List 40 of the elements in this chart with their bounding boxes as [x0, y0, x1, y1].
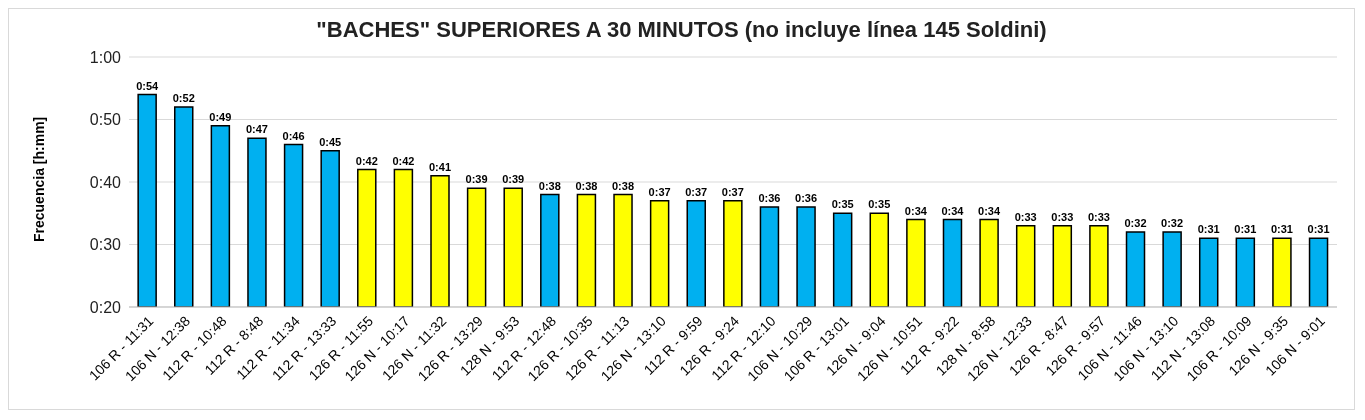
- y-tick-label: 0:30: [89, 236, 122, 254]
- data-label: 0:32: [1161, 217, 1184, 229]
- data-label: 0:49: [209, 110, 232, 123]
- data-label: 0:35: [868, 198, 891, 211]
- data-label: 0:37: [685, 185, 708, 198]
- data-label: 0:33: [1087, 210, 1110, 223]
- data-label: 0:31: [1234, 223, 1257, 236]
- data-label: 0:39: [465, 173, 488, 186]
- data-label: 0:33: [1051, 210, 1074, 223]
- data-label: 0:47: [245, 123, 268, 136]
- data-label: 0:45: [319, 135, 342, 148]
- data-label: 0:34: [978, 204, 1001, 217]
- data-label: 0:42: [355, 154, 378, 167]
- data-label: 0:34: [941, 204, 965, 217]
- y-tick-label: 0:20: [89, 298, 122, 316]
- data-label: 0:37: [648, 185, 671, 198]
- data-label: 0:32: [1124, 217, 1147, 229]
- data-label: 0:35: [831, 198, 854, 211]
- data-label: 0:52: [172, 92, 195, 104]
- data-label: 0:37: [721, 185, 744, 198]
- data-label: 0:54: [136, 79, 160, 92]
- data-label: 0:34: [904, 204, 928, 217]
- y-tick-label: 1:00: [89, 48, 122, 66]
- data-label: 0:41: [428, 160, 452, 173]
- y-tick-label: 0:40: [89, 173, 122, 191]
- data-label: 0:38: [538, 179, 561, 192]
- data-label: 0:36: [795, 192, 818, 204]
- data-label: 0:31: [1270, 223, 1293, 236]
- data-label: 0:38: [575, 179, 598, 192]
- data-label: 0:36: [758, 192, 781, 204]
- data-label: 0:39: [502, 173, 525, 186]
- data-label: 0:38: [612, 179, 635, 192]
- data-label: 0:42: [392, 154, 415, 167]
- data-label: 0:46: [282, 129, 305, 142]
- y-tick-label: 0:50: [89, 111, 122, 129]
- data-label: 0:31: [1307, 223, 1330, 236]
- chart-title: "BACHES" SUPERIORES A 30 MINUTOS (no incluye línea 145 Soldini): [315, 17, 1048, 44]
- y-axis-title: Frecuencia [h:mm]: [30, 116, 47, 242]
- data-label: 0:33: [1014, 210, 1037, 223]
- data-label: 0:31: [1197, 223, 1220, 236]
